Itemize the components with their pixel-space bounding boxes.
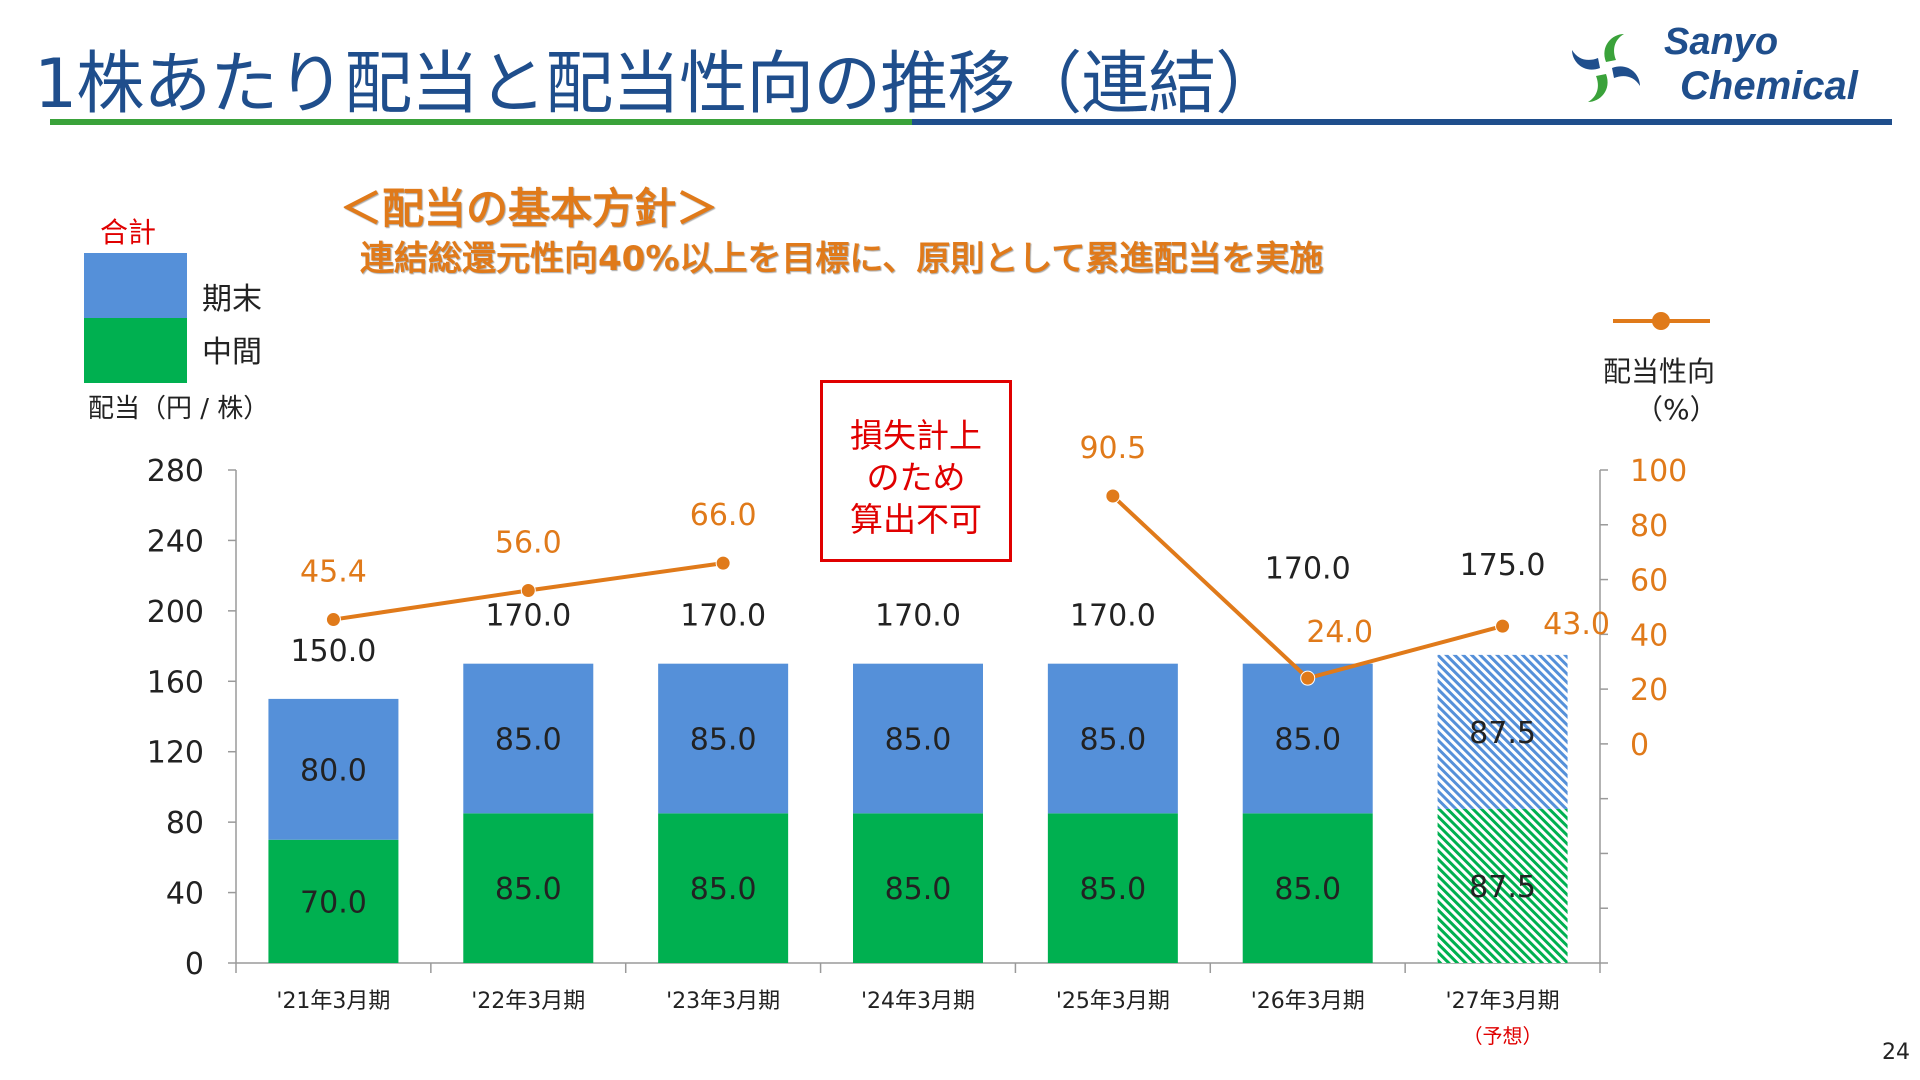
title-rule-green [50, 119, 912, 125]
loss-note-line1: 損失計上 [850, 416, 982, 455]
bar-total-value-label: 170.0 [680, 599, 766, 634]
bar-final-value-label: 85.0 [1079, 723, 1146, 758]
bar-interim [658, 813, 789, 963]
ratio-point [1495, 618, 1511, 634]
bar-interim-value-label: 85.0 [1274, 872, 1341, 907]
loss-note-line2: のため [866, 458, 966, 497]
page-title: 1株あたり配当と配当性向の推移（連結） [34, 45, 1283, 124]
logo-text-line2: Chemical [1680, 63, 1858, 108]
x-axis-category-label: '22年3月期 [471, 989, 585, 1014]
left-axis-tick-label: 200 [147, 595, 204, 630]
bar-total-value-label: 170.0 [875, 599, 961, 634]
x-axis-category-label: '21年3月期 [276, 989, 390, 1014]
right-axis-tick-label: 100 [1630, 454, 1687, 489]
ratio-legend-marker [1652, 312, 1670, 330]
legend-interim-swatch [84, 318, 187, 383]
policy-heading: ＜配当の基本方針＞ [340, 184, 719, 233]
legend-final-swatch [84, 253, 187, 318]
left-axis-tick-label: 160 [147, 665, 204, 700]
bar-total-value-label: 170.0 [485, 599, 571, 634]
bar-interim-value-label: 85.0 [885, 872, 952, 907]
x-axis-category-label: '25年3月期 [1056, 989, 1170, 1014]
right-axis-tick-label: 40 [1630, 618, 1668, 653]
bar-total-value-label: 175.0 [1460, 548, 1546, 583]
bar-interim [853, 813, 983, 963]
bar-final [658, 663, 789, 814]
bar-final-value-label: 85.0 [885, 723, 952, 758]
legend-total-label: 合計 [100, 216, 157, 249]
bar-final-value-label: 80.0 [300, 753, 367, 788]
bar-final [853, 663, 983, 814]
ratio-value-label: 90.5 [1079, 431, 1146, 466]
bar-final-value-label: 85.0 [495, 723, 562, 758]
ratio-point [1105, 488, 1121, 504]
left-axis-unit: 配当（円 / 株） [88, 394, 270, 424]
company-logo: Sanyo Chemical [1560, 21, 1900, 112]
x-axis-category-label: '23年3月期 [666, 989, 780, 1014]
bar-final-value-label: 85.0 [1274, 723, 1341, 758]
left-axis-tick-label: 80 [166, 806, 204, 841]
ratio-axis-unit: （%） [1635, 393, 1718, 426]
legend-interim-label: 中間 [202, 335, 262, 370]
bar-interim [1242, 813, 1373, 963]
ratio-value-label: 24.0 [1306, 615, 1373, 650]
bar-final [463, 663, 594, 814]
bar-total-value-label: 150.0 [290, 634, 376, 669]
ratio-line-segment [1111, 494, 1504, 681]
bar-final-value-label: 87.5 [1469, 716, 1536, 751]
page-number: 24 [1882, 1040, 1910, 1065]
loss-note-box: 損失計上 のため 算出不可 [820, 380, 1012, 562]
left-axis-tick-label: 240 [147, 524, 204, 559]
bar-final [1242, 663, 1373, 814]
bar-interim-value-label: 70.0 [300, 885, 367, 920]
ratio-value-label: 56.0 [495, 526, 562, 561]
logo-mark-icon [1572, 34, 1640, 102]
bar-interim [463, 813, 594, 963]
left-axis-tick-label: 120 [147, 736, 204, 771]
policy-text: 連結総還元性向40%以上を目標に、原則として累進配当を実施 [360, 239, 1324, 279]
bar-interim [268, 839, 399, 963]
ratio-point [715, 555, 731, 571]
right-axis-tick-label: 80 [1630, 509, 1668, 544]
bar-total-value-label: 170.0 [1070, 599, 1156, 634]
right-axis-tick-label: 60 [1630, 564, 1668, 599]
bar-interim-value-label: 85.0 [495, 872, 562, 907]
bar-final [1047, 663, 1178, 814]
logo-text-line1: Sanyo [1664, 21, 1779, 63]
bar-interim-value-label: 85.0 [690, 872, 757, 907]
x-axis-category-label: '27年3月期 [1446, 989, 1560, 1014]
legend-final-label: 期末 [202, 282, 262, 317]
bar-final [268, 698, 399, 840]
bar-final [1437, 654, 1568, 809]
ratio-value-label: 43.0 [1543, 607, 1610, 642]
bar-interim [1437, 808, 1568, 963]
bar-final-value-label: 85.0 [690, 723, 757, 758]
bar-interim-value-label: 85.0 [1079, 872, 1146, 907]
ratio-value-label: 66.0 [690, 498, 757, 533]
x-axis-category-label: '24年3月期 [861, 989, 975, 1014]
left-axis-tick-label: 0 [185, 947, 204, 982]
right-axis-tick-label: 20 [1630, 673, 1668, 708]
ratio-point [520, 583, 536, 599]
ratio-point [1300, 670, 1316, 686]
ratio-legend-label: 配当性向 [1603, 355, 1716, 388]
left-axis-tick-label: 280 [147, 454, 204, 489]
title-rule-blue [912, 119, 1892, 125]
bar-total-value-label: 170.0 [1265, 552, 1351, 587]
ratio-value-label: 45.4 [300, 555, 367, 590]
loss-note-line3: 算出不可 [850, 500, 982, 539]
x-axis-category-label: '26年3月期 [1251, 989, 1365, 1014]
ratio-point [325, 612, 341, 628]
forecast-label: （予想） [1463, 1024, 1543, 1048]
bar-interim [1047, 813, 1178, 963]
right-axis-tick-label: 0 [1630, 728, 1649, 763]
left-axis-tick-label: 40 [166, 877, 204, 912]
bar-interim-value-label: 87.5 [1469, 870, 1536, 905]
